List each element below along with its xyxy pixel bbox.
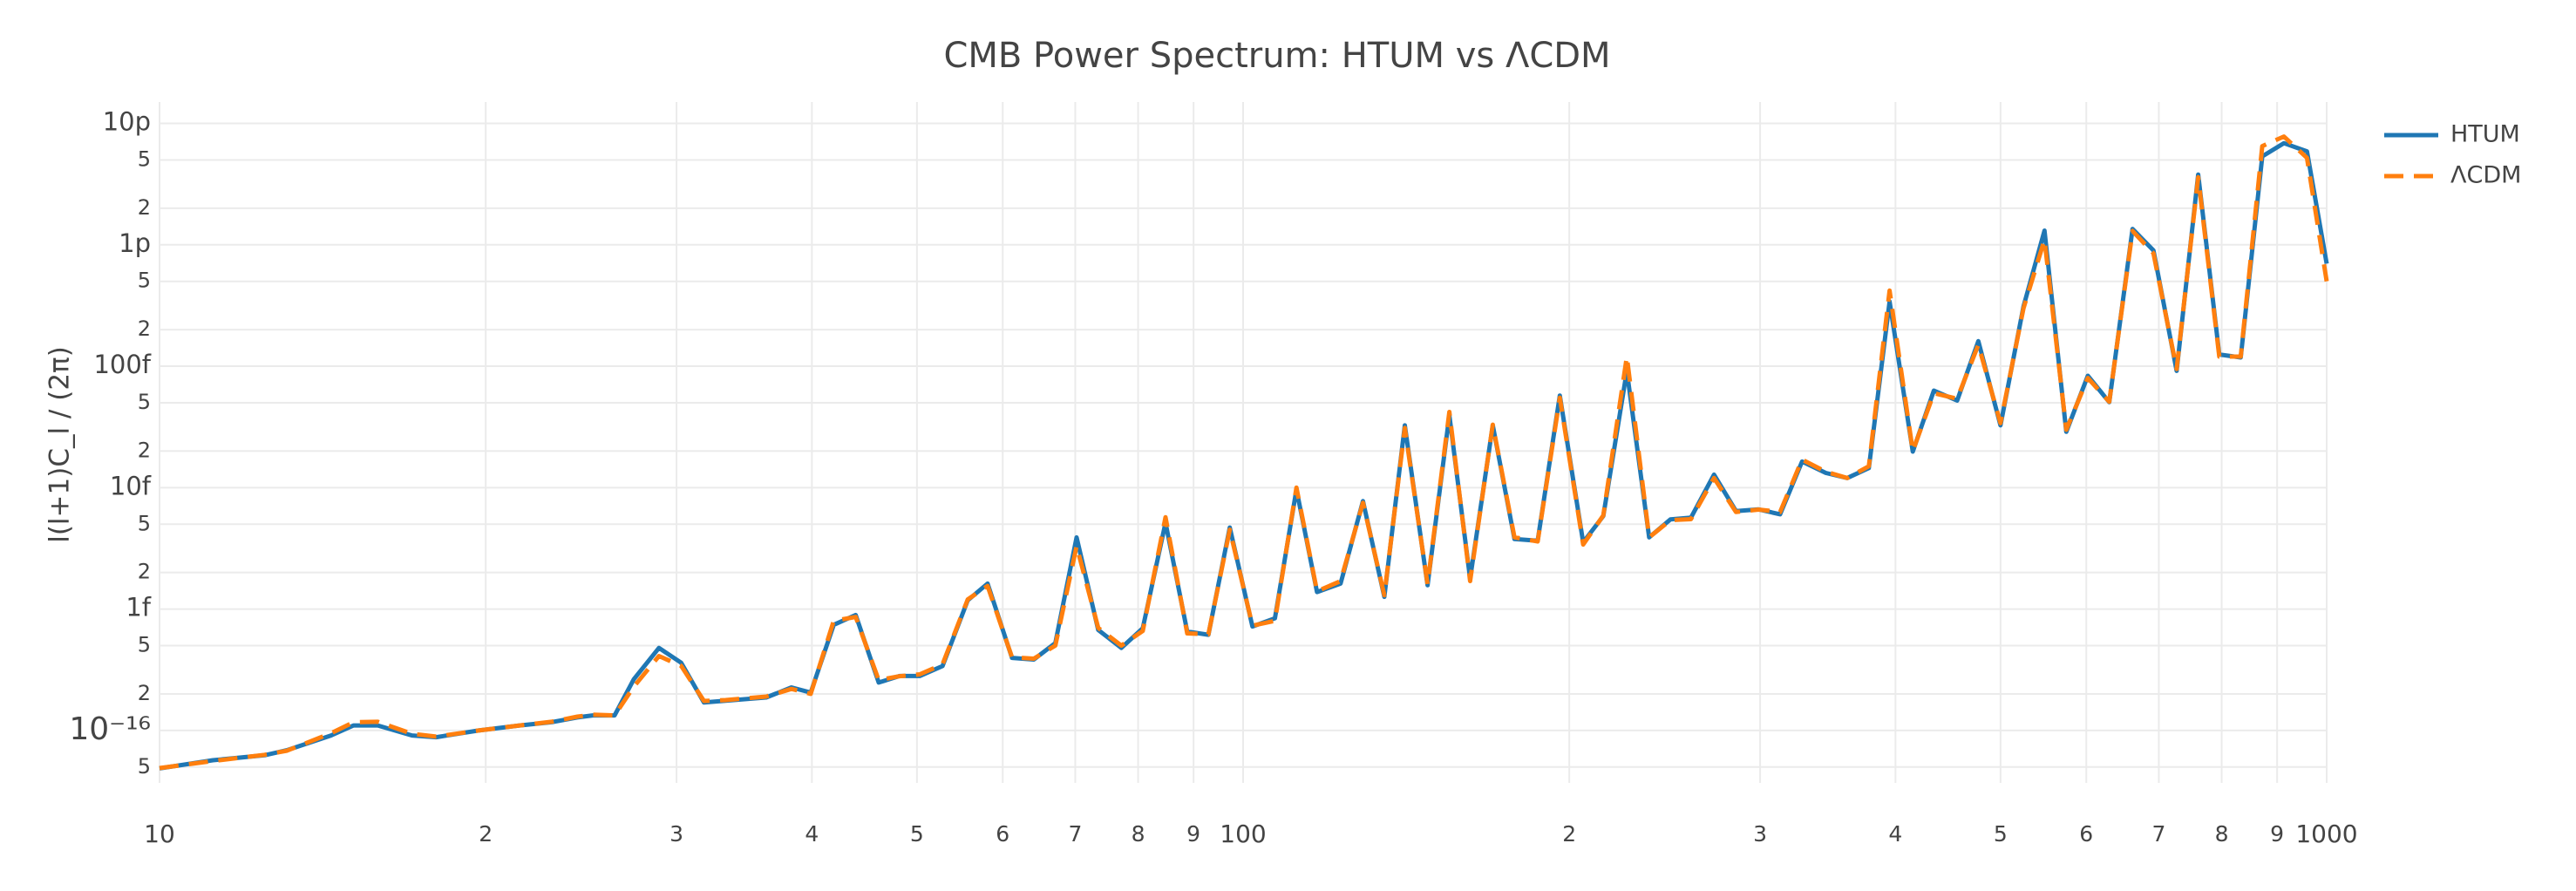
x-tick-label: 5 [1994, 821, 2008, 847]
x-tick-label: 9 [2270, 821, 2284, 847]
x-tick-label: 8 [1132, 821, 1145, 847]
x-tick-label: 6 [2079, 821, 2093, 847]
y-tick-label: 5 [138, 633, 151, 657]
x-tick-label: 5 [910, 821, 924, 847]
y-tick-label: 2 [138, 560, 151, 584]
x-tick-label: 8 [2215, 821, 2229, 847]
y-tick-label: 5 [138, 511, 151, 535]
x-tick-label: 100 [1220, 820, 1266, 848]
y-tick-label: 1f [126, 593, 151, 622]
chart-title: CMB Power Spectrum: HTUM vs ΛCDM [943, 36, 1610, 76]
y-tick-label: 2 [138, 681, 151, 705]
y-tick-label: 5 [138, 754, 151, 779]
y-tick-label: 2 [138, 438, 151, 462]
y-tick-label: 2 [138, 195, 151, 220]
y-tick-label: 10p [103, 107, 151, 137]
legend-label: HTUM [2450, 121, 2520, 148]
x-tick-label: 1000 [2295, 820, 2357, 848]
x-tick-label: 6 [996, 821, 1009, 847]
y-tick-label: 10⁻¹⁶ [69, 711, 151, 747]
y-tick-label: 100f [93, 350, 151, 379]
x-tick-label: 2 [1562, 821, 1576, 847]
x-tick-label: 4 [805, 821, 819, 847]
y-axis-title: l(l+1)C_l / (2π) [44, 346, 76, 543]
y-tick-label: 10f [110, 471, 152, 500]
legend-label: ΛCDM [2450, 162, 2521, 189]
series-line [159, 134, 2329, 771]
x-tick-label: 7 [2152, 821, 2166, 847]
x-tick-label: 9 [1186, 821, 1200, 847]
x-tick-label: 4 [1888, 821, 1902, 847]
x-tick-label: 3 [1753, 821, 1767, 847]
y-tick-label: 5 [138, 269, 151, 293]
x-tick-label: 3 [669, 821, 683, 847]
y-tick-label: 1p [119, 228, 151, 258]
y-tick-label: 5 [138, 146, 151, 171]
x-tick-label: 2 [479, 821, 493, 847]
x-tick-label: 7 [1069, 821, 1083, 847]
x-tick-label: 10 [144, 820, 175, 848]
y-tick-label: 2 [138, 316, 151, 341]
y-tick-label: 5 [138, 390, 151, 414]
grid [159, 102, 2328, 783]
